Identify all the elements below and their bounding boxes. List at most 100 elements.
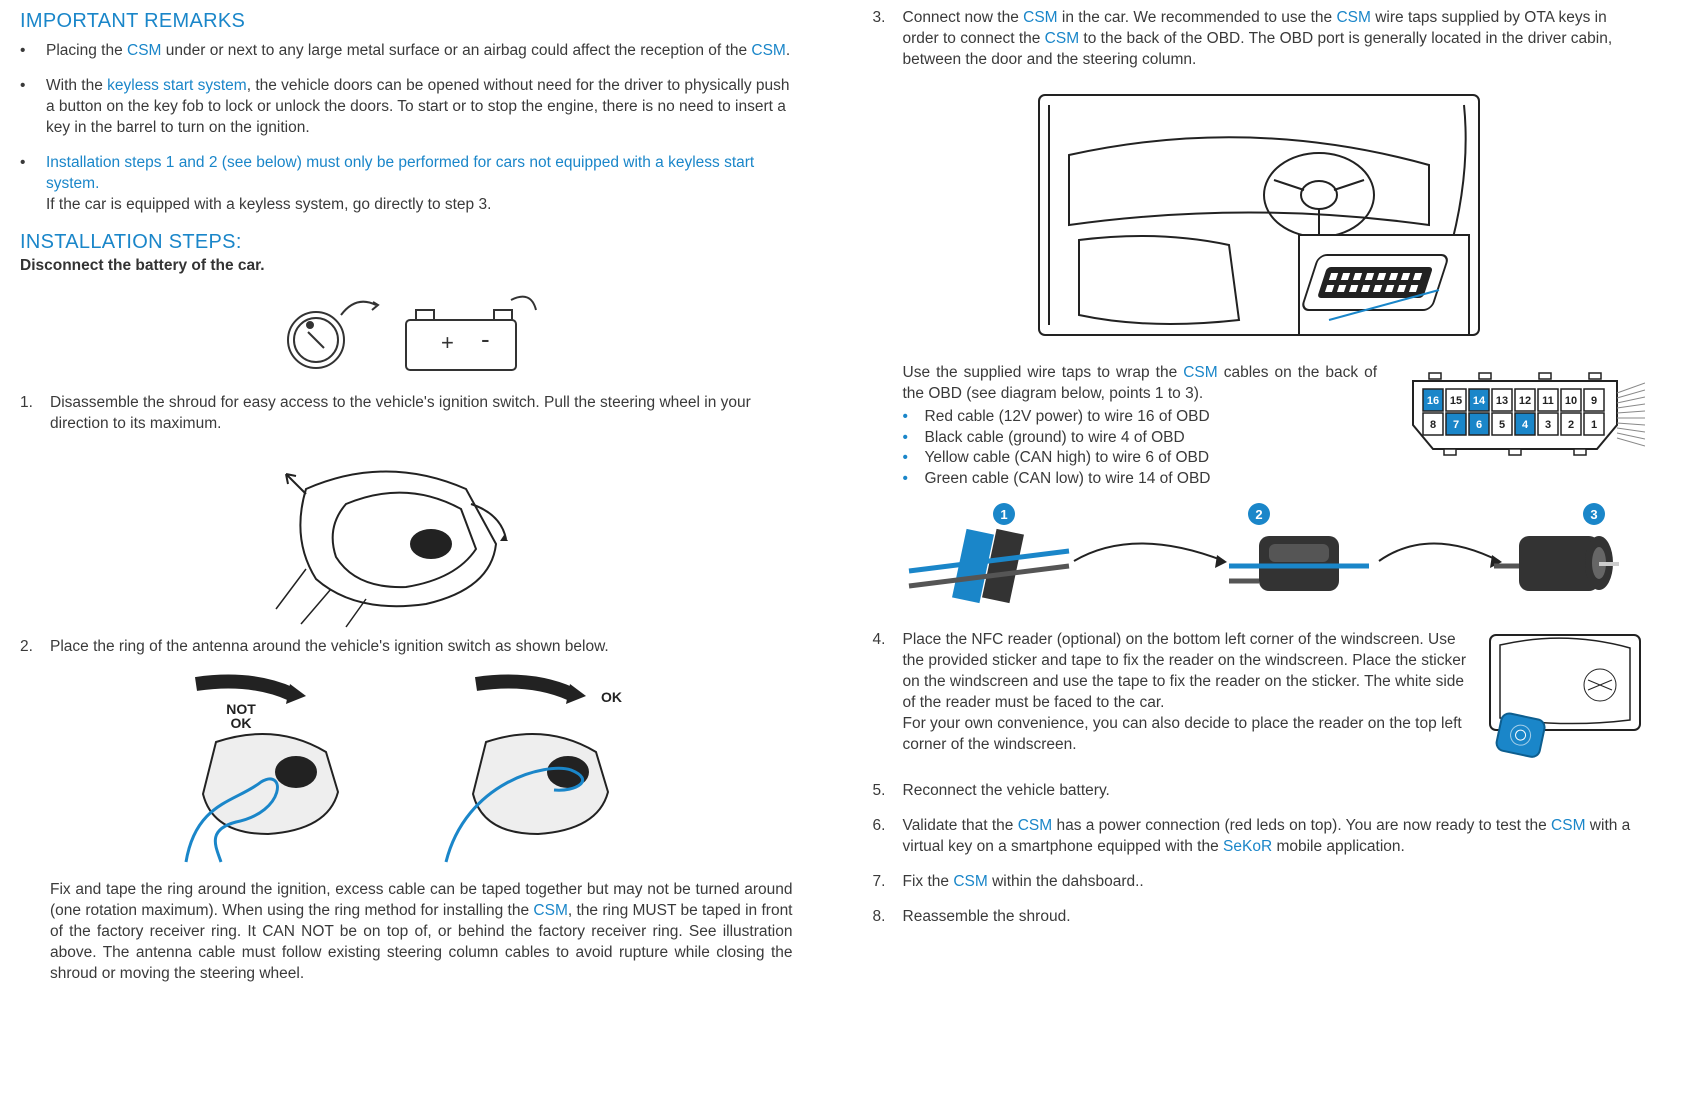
step-7: 7. Fix the CSM within the dahsboard.. bbox=[873, 872, 1646, 893]
svg-text:14: 14 bbox=[1473, 395, 1486, 407]
step-text: Disassemble the shroud for easy access t… bbox=[50, 393, 793, 435]
svg-text:1: 1 bbox=[1591, 419, 1597, 431]
text: Fix the bbox=[903, 873, 954, 890]
svg-text:12: 12 bbox=[1519, 395, 1531, 407]
shroud-figure bbox=[20, 449, 793, 629]
ok-label: OK bbox=[601, 689, 622, 705]
text: Connect now the bbox=[903, 9, 1024, 26]
step-3: 3. Connect now the CSM in the car. We re… bbox=[873, 8, 1646, 71]
svg-text:13: 13 bbox=[1496, 395, 1508, 407]
csm-term: CSM bbox=[1045, 30, 1079, 47]
text: Placing the bbox=[46, 42, 127, 59]
svg-text:11: 11 bbox=[1542, 395, 1554, 407]
svg-text:2: 2 bbox=[1255, 507, 1262, 522]
step-6: 6. Validate that the CSM has a power con… bbox=[873, 816, 1646, 858]
bold-not: not bbox=[529, 154, 551, 171]
step-number: 2. bbox=[20, 637, 50, 658]
left-steps-list-2: 2. Place the ring of the antenna around … bbox=[20, 637, 793, 658]
remarks-list: Placing the CSM under or next to any lar… bbox=[20, 41, 793, 215]
remark-3: Installation steps 1 and 2 (see below) m… bbox=[20, 153, 793, 216]
csm-term: CSM bbox=[1023, 9, 1057, 26]
text: in the car. We recommended to use the bbox=[1058, 9, 1337, 26]
disconnect-battery-line: Disconnect the battery of the car. bbox=[20, 256, 793, 277]
step-number: 7. bbox=[873, 872, 903, 893]
text: has a power connection (red leds on top)… bbox=[1052, 817, 1551, 834]
csm-term: CSM bbox=[1183, 364, 1217, 381]
obd-pinout-figure: 16 15 14 13 12 11 10 9 8 7 6 5 4 3 2 1 bbox=[1395, 363, 1645, 480]
step-number: 1. bbox=[20, 393, 50, 435]
svg-text:5: 5 bbox=[1499, 419, 1505, 431]
step-text: Reconnect the vehicle battery. bbox=[903, 781, 1646, 802]
step-number: 3. bbox=[873, 8, 903, 71]
step-text: Fix the CSM within the dahsboard.. bbox=[903, 872, 1646, 893]
svg-text:2: 2 bbox=[1568, 419, 1574, 431]
svg-text:8: 8 bbox=[1430, 419, 1436, 431]
csm-term: CSM bbox=[1336, 9, 1370, 26]
text: . bbox=[786, 42, 790, 59]
remark-1: Placing the CSM under or next to any lar… bbox=[20, 41, 793, 62]
installation-steps-heading: INSTALLATION STEPS: bbox=[20, 229, 793, 256]
remark-2: With the keyless start system, the vehic… bbox=[20, 76, 793, 139]
sekor-term: SeKoR bbox=[1223, 838, 1272, 855]
svg-text:3: 3 bbox=[1545, 419, 1551, 431]
right-column: 3. Connect now the CSM in the car. We re… bbox=[853, 8, 1646, 1080]
text: Place the NFC reader (optional) on the b… bbox=[903, 631, 1466, 711]
svg-text:-: - bbox=[481, 324, 490, 354]
svg-text:7: 7 bbox=[1453, 419, 1459, 431]
svg-text:16: 16 bbox=[1427, 395, 1439, 407]
right-steps-list-2: 4. Place the NFC reader (optional) on th… bbox=[873, 630, 1646, 928]
step-8: 8. Reassemble the shroud. bbox=[873, 907, 1646, 928]
wiretap-figure: 1 2 3 bbox=[873, 496, 1646, 616]
step-text: Connect now the CSM in the car. We recom… bbox=[903, 8, 1646, 71]
cabin-figure bbox=[873, 85, 1646, 355]
svg-text:1: 1 bbox=[1000, 507, 1007, 522]
text: under or next to any large metal surface… bbox=[161, 42, 751, 59]
ring-paragraph: Fix and tape the ring around the ignitio… bbox=[20, 880, 793, 985]
text: Installation steps 1 and 2 (see below) m… bbox=[46, 154, 529, 171]
step-text: Validate that the CSM has a power connec… bbox=[903, 816, 1646, 858]
cable-red: Red cable (12V power) to wire 16 of OBD bbox=[903, 407, 1378, 428]
svg-text:3: 3 bbox=[1590, 507, 1597, 522]
cable-list: Red cable (12V power) to wire 16 of OBD … bbox=[903, 407, 1378, 491]
keyless-term: keyless start system bbox=[107, 77, 247, 94]
left-column: IMPORTANT REMARKS Placing the CSM under … bbox=[20, 8, 853, 1080]
svg-text:OK: OK bbox=[231, 715, 252, 731]
right-steps-list: 3. Connect now the CSM in the car. We re… bbox=[873, 8, 1646, 71]
nfc-figure bbox=[1485, 630, 1645, 767]
important-remarks-heading: IMPORTANT REMARKS bbox=[20, 8, 793, 35]
cable-green: Green cable (CAN low) to wire 14 of OBD bbox=[903, 469, 1378, 490]
cable-yellow: Yellow cable (CAN high) to wire 6 of OBD bbox=[903, 448, 1378, 469]
csm-term: CSM bbox=[533, 902, 567, 919]
csm-term: CSM bbox=[1018, 817, 1052, 834]
text: mobile application. bbox=[1272, 838, 1405, 855]
step-2: 2. Place the ring of the antenna around … bbox=[20, 637, 793, 658]
step-text: Reassemble the shroud. bbox=[903, 907, 1646, 928]
svg-text:6: 6 bbox=[1476, 419, 1482, 431]
step-text: Place the ring of the antenna around the… bbox=[50, 637, 793, 658]
csm-term: CSM bbox=[953, 873, 987, 890]
step-number: 6. bbox=[873, 816, 903, 858]
left-steps-list: 1. Disassemble the shroud for easy acces… bbox=[20, 393, 793, 435]
step-1: 1. Disassemble the shroud for easy acces… bbox=[20, 393, 793, 435]
text: within the dahsboard.. bbox=[988, 873, 1144, 890]
step-number: 5. bbox=[873, 781, 903, 802]
csm-term: CSM bbox=[127, 42, 161, 59]
svg-text:9: 9 bbox=[1591, 395, 1597, 407]
text: For your own convenience, you can also d… bbox=[903, 715, 1462, 753]
csm-term: CSM bbox=[751, 42, 785, 59]
step-5: 5. Reconnect the vehicle battery. bbox=[873, 781, 1646, 802]
step-4: 4. Place the NFC reader (optional) on th… bbox=[873, 630, 1646, 767]
svg-text:4: 4 bbox=[1522, 419, 1529, 431]
obd-instructions: Use the supplied wire taps to wrap the C… bbox=[873, 363, 1646, 491]
ring-figure: NOT OK OK bbox=[20, 672, 793, 872]
battery-figure: + - bbox=[20, 285, 793, 385]
step-text: Place the NFC reader (optional) on the b… bbox=[903, 630, 1468, 756]
text: If the car is equipped with a keyless sy… bbox=[46, 196, 491, 213]
text: Use the supplied wire taps to wrap the bbox=[903, 364, 1184, 381]
csm-term: CSM bbox=[1551, 817, 1585, 834]
svg-text:15: 15 bbox=[1450, 395, 1462, 407]
cable-black: Black cable (ground) to wire 4 of OBD bbox=[903, 428, 1378, 449]
step-number: 4. bbox=[873, 630, 903, 767]
svg-text:10: 10 bbox=[1565, 395, 1577, 407]
accent-text: Installation steps 1 and 2 (see below) m… bbox=[46, 154, 754, 192]
